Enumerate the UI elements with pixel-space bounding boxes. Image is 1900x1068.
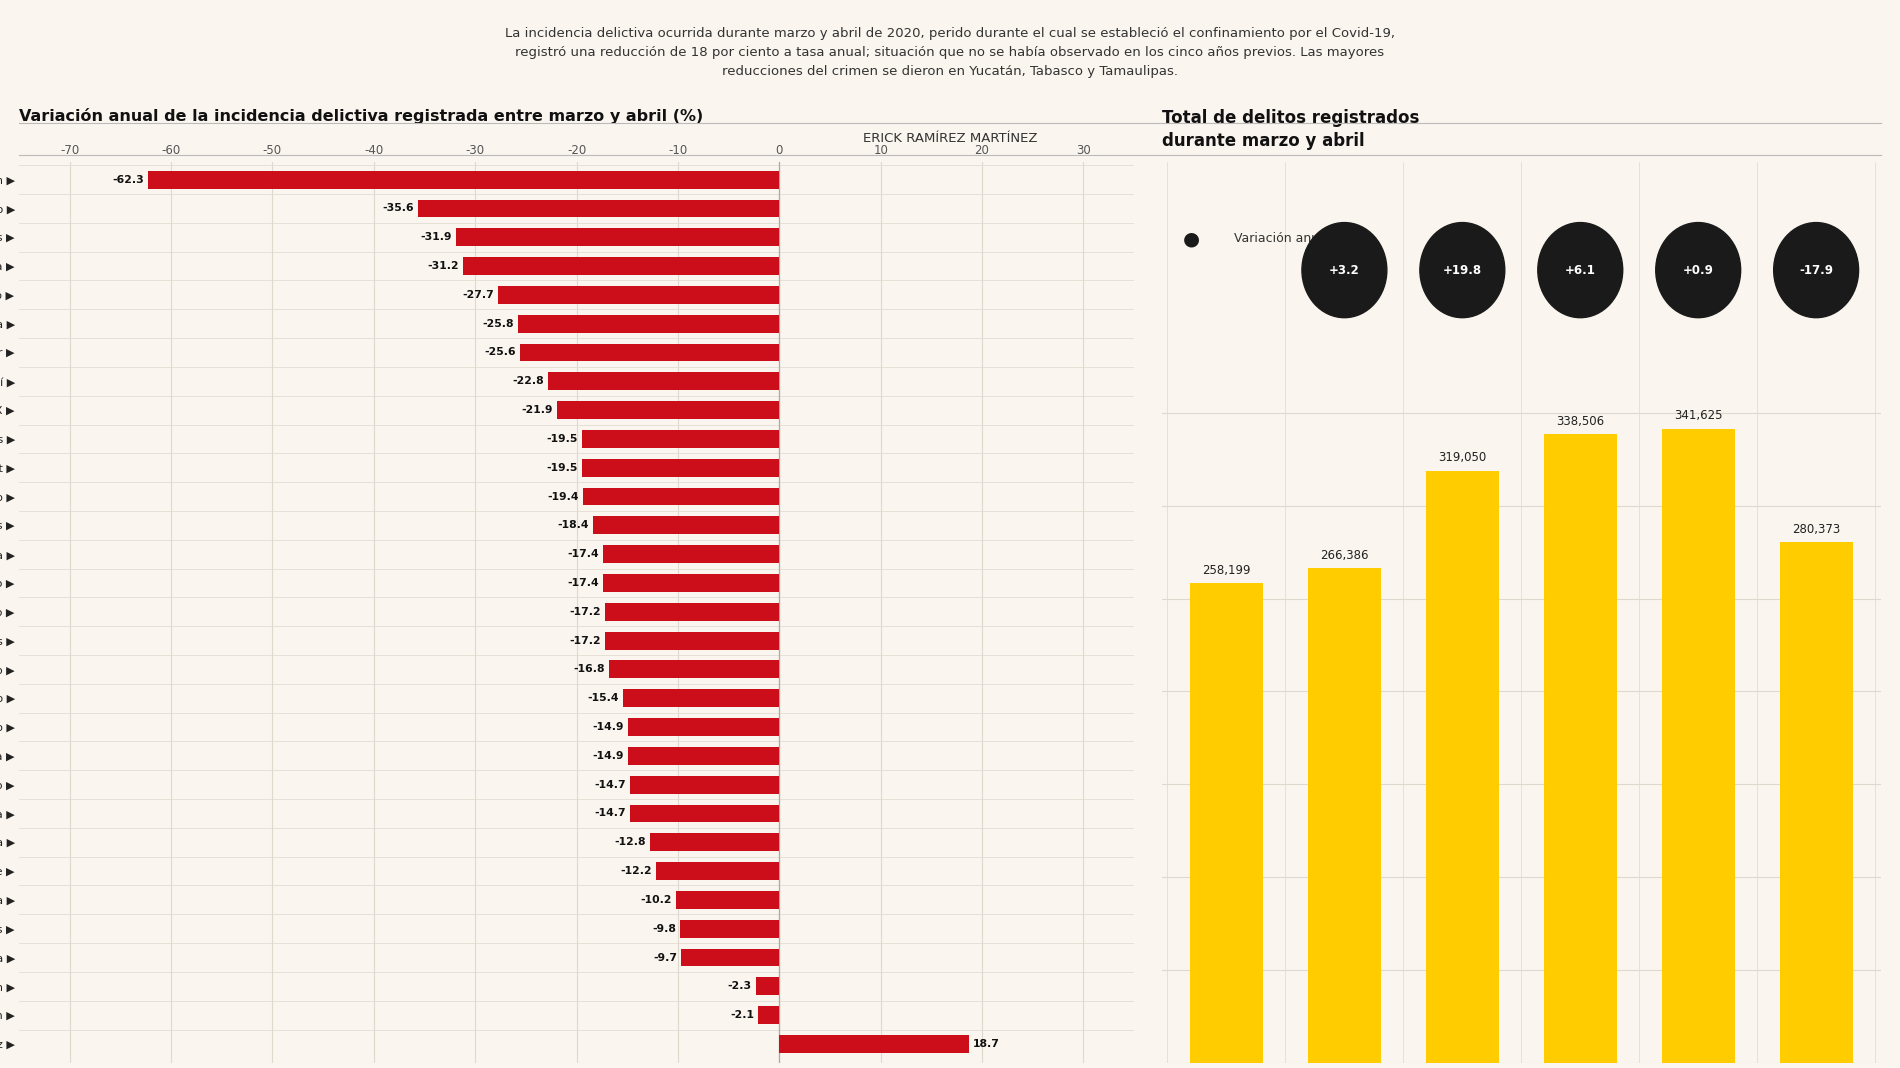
Bar (1425, 471, 1499, 1063)
Text: -21.9: -21.9 (522, 405, 553, 415)
Bar (1189, 583, 1264, 1063)
Bar (418, 200, 779, 218)
Text: 341,625: 341,625 (1674, 409, 1723, 422)
Text: Variación anual (%): Variación anual (%) (1233, 233, 1357, 246)
Bar (604, 631, 779, 649)
Bar (517, 315, 779, 332)
Text: -18.4: -18.4 (557, 520, 589, 531)
Bar (631, 804, 779, 822)
Text: -31.9: -31.9 (420, 232, 452, 242)
Text: -12.8: -12.8 (614, 837, 646, 847)
Text: -2.3: -2.3 (728, 981, 752, 991)
Text: -62.3: -62.3 (112, 175, 144, 185)
Text: -17.2: -17.2 (570, 635, 600, 645)
Text: +0.9: +0.9 (1683, 264, 1714, 277)
Text: -14.7: -14.7 (595, 780, 627, 789)
Text: 258,199: 258,199 (1203, 564, 1250, 577)
Text: +19.8: +19.8 (1442, 264, 1482, 277)
Text: -17.9: -17.9 (1799, 264, 1834, 277)
Text: -12.2: -12.2 (619, 866, 652, 876)
Text: -22.8: -22.8 (513, 376, 543, 387)
Text: +6.1: +6.1 (1566, 264, 1596, 277)
Bar (498, 286, 779, 303)
Bar (604, 602, 779, 621)
Text: Variación anual de la incidencia delictiva registrada entre marzo y abril (%): Variación anual de la incidencia delicti… (19, 108, 703, 124)
Ellipse shape (1419, 222, 1505, 317)
Bar (1662, 428, 1735, 1063)
Ellipse shape (1655, 222, 1740, 317)
Bar (583, 488, 779, 505)
Text: ●: ● (1184, 230, 1201, 249)
Text: 319,050: 319,050 (1438, 451, 1486, 465)
Text: -15.4: -15.4 (587, 693, 619, 703)
Text: -14.9: -14.9 (593, 722, 625, 732)
Text: -17.2: -17.2 (570, 607, 600, 617)
Bar (629, 718, 779, 736)
Text: Total de delitos registrados
durante marzo y abril: Total de delitos registrados durante mar… (1161, 109, 1419, 150)
Text: -35.6: -35.6 (382, 203, 414, 214)
Bar (1543, 435, 1617, 1063)
Text: -19.5: -19.5 (545, 434, 578, 444)
Bar (656, 862, 779, 880)
Bar (581, 459, 779, 476)
Text: -19.5: -19.5 (545, 462, 578, 473)
Bar (631, 775, 779, 794)
Text: -27.7: -27.7 (464, 289, 494, 300)
Text: -16.8: -16.8 (574, 664, 604, 674)
Bar (680, 948, 779, 967)
Bar (680, 920, 779, 938)
Text: 18.7: 18.7 (973, 1039, 999, 1049)
Ellipse shape (1537, 222, 1623, 317)
Text: -14.7: -14.7 (595, 808, 627, 818)
Bar (456, 229, 779, 247)
Text: -17.4: -17.4 (568, 549, 598, 560)
Text: 266,386: 266,386 (1320, 549, 1368, 562)
Text: -31.2: -31.2 (428, 261, 460, 271)
Text: La incidencia delictiva ocurrida durante marzo y abril de 2020, perido durante e: La incidencia delictiva ocurrida durante… (505, 27, 1395, 78)
Ellipse shape (1775, 222, 1858, 317)
Bar (1780, 543, 1852, 1063)
Bar (557, 402, 779, 419)
Bar (581, 430, 779, 447)
Text: -19.4: -19.4 (547, 491, 580, 502)
Text: -25.8: -25.8 (483, 318, 513, 329)
Text: -25.6: -25.6 (484, 347, 515, 358)
Text: -9.7: -9.7 (654, 953, 676, 962)
Text: ERICK RAMÍREZ MARTÍNEZ: ERICK RAMÍREZ MARTÍNEZ (863, 132, 1037, 145)
Bar (148, 171, 779, 189)
Bar (779, 1035, 969, 1053)
Bar (758, 1006, 779, 1024)
Bar (610, 660, 779, 678)
Text: 280,373: 280,373 (1792, 523, 1841, 536)
Bar (602, 546, 779, 563)
Bar (521, 344, 779, 361)
Text: -17.4: -17.4 (568, 578, 598, 588)
Bar (464, 257, 779, 274)
Bar (623, 689, 779, 707)
Ellipse shape (1302, 222, 1387, 317)
Bar (602, 574, 779, 592)
Bar (1307, 568, 1381, 1063)
Text: -10.2: -10.2 (640, 895, 673, 905)
Bar (756, 977, 779, 995)
Bar (676, 891, 779, 909)
Text: +3.2: +3.2 (1328, 264, 1360, 277)
Bar (549, 373, 779, 390)
Text: -2.1: -2.1 (730, 1010, 754, 1020)
Bar (650, 833, 779, 851)
Bar (593, 517, 779, 534)
Text: -9.8: -9.8 (652, 924, 676, 933)
Text: 338,506: 338,506 (1556, 415, 1604, 428)
Text: -14.9: -14.9 (593, 751, 625, 760)
Bar (629, 747, 779, 765)
